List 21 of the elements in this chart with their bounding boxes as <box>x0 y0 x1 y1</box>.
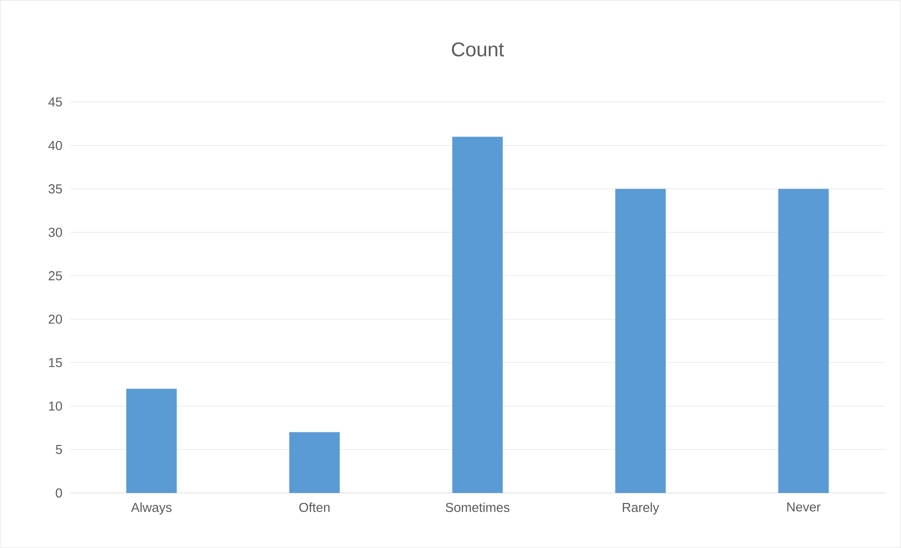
x-tick-label: Rarely <box>622 502 660 515</box>
y-tick-label: 40 <box>48 140 62 150</box>
bar <box>615 188 666 493</box>
bar <box>126 388 177 493</box>
y-tick-label: 45 <box>48 97 62 106</box>
y-tick-label: 35 <box>48 184 62 194</box>
bar <box>452 136 503 493</box>
y-tick-label: 20 <box>48 314 62 324</box>
y-tick-label: 30 <box>48 228 62 237</box>
y-tick-label: 10 <box>49 402 62 411</box>
y-tick-label: 0 <box>56 488 62 498</box>
chart-title: Count <box>452 42 504 56</box>
bar <box>778 188 829 493</box>
x-tick-label: Often <box>299 502 330 512</box>
y-tick-label: 5 <box>56 445 62 454</box>
y-tick-label: 15 <box>49 358 62 368</box>
bar <box>289 432 340 493</box>
x-tick-label: Always <box>131 502 172 515</box>
x-tick-label: Never <box>787 502 821 512</box>
x-tick-label: Sometimes <box>446 502 510 512</box>
y-tick-label: 25 <box>48 271 62 280</box>
